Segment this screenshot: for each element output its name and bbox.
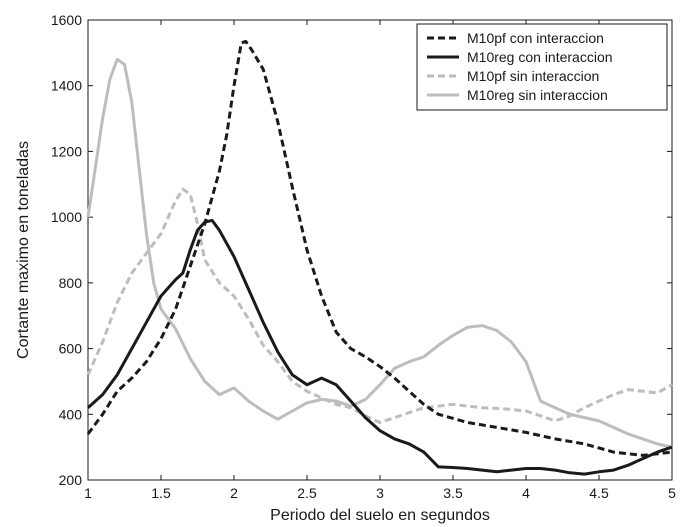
legend: M10pf con interaccion M10reg con interacc… xyxy=(416,23,668,111)
legend-label-1: M10reg con interaccion xyxy=(467,49,613,65)
series-line-1 xyxy=(86,218,673,476)
x-tick-label: 2 xyxy=(230,485,238,501)
legend-label-3: M10reg sin interaccion xyxy=(467,87,608,103)
series-lines xyxy=(86,39,673,476)
y-tick-label: 1000 xyxy=(51,209,82,225)
x-tick-label: 1 xyxy=(84,485,92,501)
x-tick-label: 4 xyxy=(522,485,530,501)
x-tick-label: 2.5 xyxy=(297,485,317,501)
x-tick-label: 3 xyxy=(376,485,384,501)
x-tick-label: 4.5 xyxy=(589,485,609,501)
series-line-0 xyxy=(86,39,673,457)
x-axis-label: Periodo del suelo en segundos xyxy=(270,507,490,524)
y-tick-label: 1600 xyxy=(51,12,82,28)
legend-label-2: M10pf sin interaccion xyxy=(467,68,599,84)
y-tick-label: 200 xyxy=(59,472,83,488)
y-tick-label: 400 xyxy=(59,406,83,422)
axis-ticks: 1 1.5 2 2.5 3 3.5 4 4.5 5 200 400 600 800 1000 1200 140… xyxy=(51,12,676,501)
y-tick-label: 800 xyxy=(59,275,83,291)
series-line-3 xyxy=(86,57,673,449)
y-tick-label: 600 xyxy=(59,341,83,357)
x-tick-label: 3.5 xyxy=(443,485,463,501)
x-tick-label: 5 xyxy=(668,485,676,501)
x-tick-label: 1.5 xyxy=(151,485,171,501)
y-tick-label: 1400 xyxy=(51,78,82,94)
y-tick-label: 1200 xyxy=(51,143,82,159)
legend-label-0: M10pf con interaccion xyxy=(467,30,604,46)
y-axis-label: Cortante maximo en toneladas xyxy=(15,141,32,359)
